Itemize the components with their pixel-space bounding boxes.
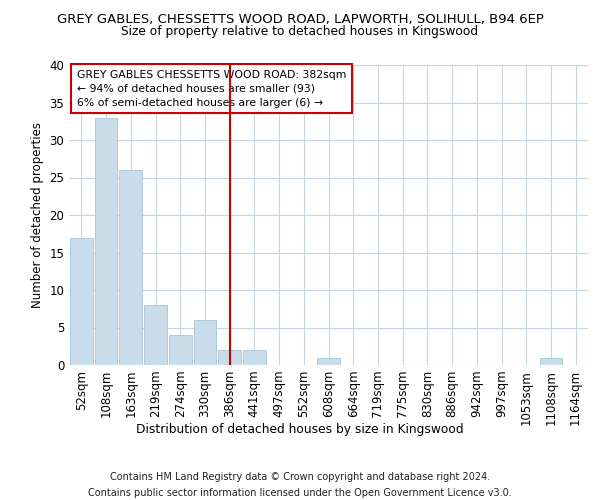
Text: Distribution of detached houses by size in Kingswood: Distribution of detached houses by size … bbox=[136, 422, 464, 436]
Bar bbox=[539, 358, 562, 365]
Bar bbox=[194, 320, 216, 365]
Text: GREY GABLES CHESSETTS WOOD ROAD: 382sqm
← 94% of detached houses are smaller (93: GREY GABLES CHESSETTS WOOD ROAD: 382sqm … bbox=[77, 70, 346, 108]
Bar bbox=[169, 335, 191, 365]
Bar bbox=[70, 238, 93, 365]
Text: Contains public sector information licensed under the Open Government Licence v3: Contains public sector information licen… bbox=[88, 488, 512, 498]
Bar bbox=[144, 305, 167, 365]
Bar bbox=[95, 118, 118, 365]
Text: GREY GABLES, CHESSETTS WOOD ROAD, LAPWORTH, SOLIHULL, B94 6EP: GREY GABLES, CHESSETTS WOOD ROAD, LAPWOR… bbox=[56, 12, 544, 26]
Y-axis label: Number of detached properties: Number of detached properties bbox=[31, 122, 44, 308]
Bar bbox=[218, 350, 241, 365]
Bar bbox=[317, 358, 340, 365]
Bar bbox=[243, 350, 266, 365]
Text: Size of property relative to detached houses in Kingswood: Size of property relative to detached ho… bbox=[121, 25, 479, 38]
Bar bbox=[119, 170, 142, 365]
Text: Contains HM Land Registry data © Crown copyright and database right 2024.: Contains HM Land Registry data © Crown c… bbox=[110, 472, 490, 482]
